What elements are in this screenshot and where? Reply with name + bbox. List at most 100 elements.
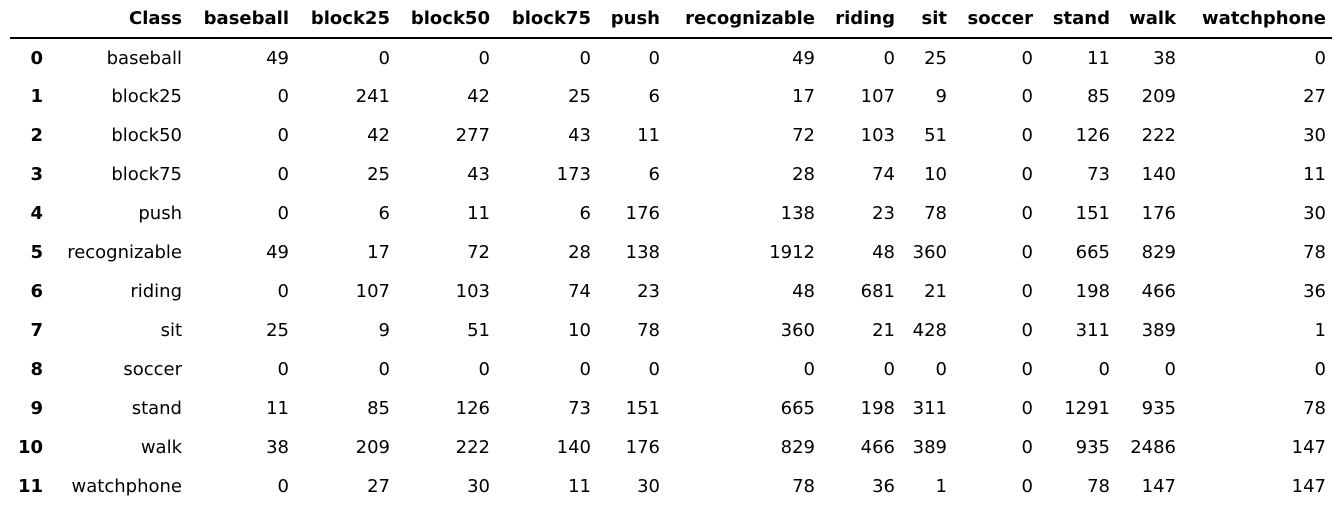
- value-cell: 10: [924, 164, 947, 185]
- value-cell: 78: [1087, 476, 1110, 497]
- value-cell: 681: [860, 281, 895, 302]
- column-header: walk: [1129, 8, 1176, 29]
- class-cell: block25: [111, 86, 182, 107]
- value-cell: 176: [625, 437, 660, 458]
- value-cell: 21: [924, 281, 947, 302]
- class-cell: recognizable: [67, 242, 182, 263]
- value-cell: 107: [355, 281, 390, 302]
- value-cell: 466: [1141, 281, 1176, 302]
- class-cell: walk: [140, 437, 182, 458]
- value-cell: 0: [478, 47, 490, 69]
- value-cell: 78: [792, 476, 815, 497]
- value-cell: 389: [1141, 320, 1176, 341]
- value-cell: 147: [1291, 476, 1326, 497]
- value-cell: 11: [467, 203, 490, 224]
- value-cell: 74: [872, 164, 895, 185]
- value-cell: 0: [1021, 320, 1033, 341]
- value-cell: 72: [792, 125, 815, 146]
- value-cell: 85: [1087, 86, 1110, 107]
- column-header: stand: [1052, 8, 1110, 29]
- column-header: Class: [129, 8, 182, 29]
- value-cell: 138: [780, 203, 815, 224]
- class-cell: sit: [160, 320, 182, 341]
- value-cell: 311: [912, 398, 947, 419]
- column-header: block75: [511, 8, 591, 29]
- value-cell: 0: [277, 203, 289, 224]
- table-body: 0 baseball 49 0 0 0 0 49 0 25 0 11 38 0 1 block25 0 241 42…: [10, 38, 1332, 506]
- value-cell: 6: [378, 203, 390, 224]
- value-cell: 140: [556, 437, 591, 458]
- value-cell: 17: [367, 242, 390, 263]
- value-cell: 0: [1314, 359, 1326, 380]
- row-index: 11: [17, 476, 43, 497]
- value-cell: 11: [1303, 164, 1326, 185]
- value-cell: 11: [637, 125, 660, 146]
- value-cell: 176: [625, 203, 660, 224]
- value-cell: 0: [1021, 125, 1033, 146]
- value-cell: 49: [266, 242, 289, 263]
- value-cell: 151: [625, 398, 660, 419]
- value-cell: 38: [1153, 47, 1176, 69]
- row-index: 8: [30, 359, 43, 380]
- row-index: 10: [17, 437, 43, 458]
- value-cell: 48: [872, 242, 895, 263]
- value-cell: 107: [860, 86, 895, 107]
- class-cell: watchphone: [71, 476, 182, 497]
- row-index: 6: [30, 281, 43, 302]
- table-row: 2 block50 0 42 277 43 11 72 103 51 0 126 222 30: [10, 116, 1332, 155]
- column-header: sit: [921, 8, 948, 29]
- value-cell: 0: [277, 125, 289, 146]
- value-cell: 241: [355, 86, 390, 107]
- value-cell: 173: [556, 164, 591, 185]
- value-cell: 6: [579, 203, 591, 224]
- row-index: 3: [30, 164, 43, 185]
- value-cell: 0: [1021, 203, 1033, 224]
- value-cell: 78: [924, 203, 947, 224]
- value-cell: 665: [1075, 242, 1110, 263]
- table-row: 4 push 0 6 11 6 176 138 23 78 0 151 176 30: [10, 194, 1332, 233]
- row-index: 5: [30, 242, 43, 263]
- value-cell: 73: [568, 398, 591, 419]
- value-cell: 0: [1021, 359, 1033, 380]
- value-cell: 466: [860, 437, 895, 458]
- value-cell: 6: [648, 164, 660, 185]
- value-cell: 1: [935, 476, 947, 497]
- value-cell: 49: [266, 47, 289, 69]
- class-cell: push: [138, 203, 182, 224]
- value-cell: 0: [478, 359, 490, 380]
- column-header: recognizable: [685, 8, 815, 29]
- value-cell: 43: [568, 125, 591, 146]
- row-index: 1: [30, 86, 43, 107]
- value-cell: 36: [1303, 281, 1326, 302]
- value-cell: 389: [912, 437, 947, 458]
- value-cell: 0: [378, 359, 390, 380]
- row-index: 0: [30, 47, 43, 69]
- value-cell: 6: [648, 86, 660, 107]
- value-cell: 38: [266, 437, 289, 458]
- table-row: 7 sit 25 9 51 10 78 360 21 428 0 311 389 1: [10, 311, 1332, 350]
- value-cell: 0: [277, 359, 289, 380]
- value-cell: 78: [1303, 242, 1326, 263]
- value-cell: 198: [1075, 281, 1110, 302]
- table-row: 9 stand 11 85 126 73 151 665 198 311 0 1291 935 78: [10, 389, 1332, 428]
- value-cell: 1912: [769, 242, 815, 263]
- value-cell: 30: [1303, 203, 1326, 224]
- value-cell: 0: [277, 281, 289, 302]
- value-cell: 147: [1291, 437, 1326, 458]
- class-cell: riding: [130, 281, 182, 302]
- value-cell: 42: [467, 86, 490, 107]
- table-row: 10 walk 38 209 222 140 176 829 466 389 0 935 2486 147: [10, 428, 1332, 467]
- value-cell: 176: [1141, 203, 1176, 224]
- value-cell: 11: [568, 476, 591, 497]
- value-cell: 78: [637, 320, 660, 341]
- row-index: 9: [30, 398, 43, 419]
- value-cell: 11: [1087, 47, 1110, 69]
- value-cell: 51: [467, 320, 490, 341]
- value-cell: 27: [1303, 86, 1326, 107]
- value-cell: 11: [266, 398, 289, 419]
- value-cell: 25: [266, 320, 289, 341]
- column-header: soccer: [967, 8, 1033, 29]
- row-index: 2: [30, 125, 43, 146]
- value-cell: 0: [1021, 476, 1033, 497]
- table-row: 8 soccer 0 0 0 0 0 0 0 0 0 0 0 0: [10, 350, 1332, 389]
